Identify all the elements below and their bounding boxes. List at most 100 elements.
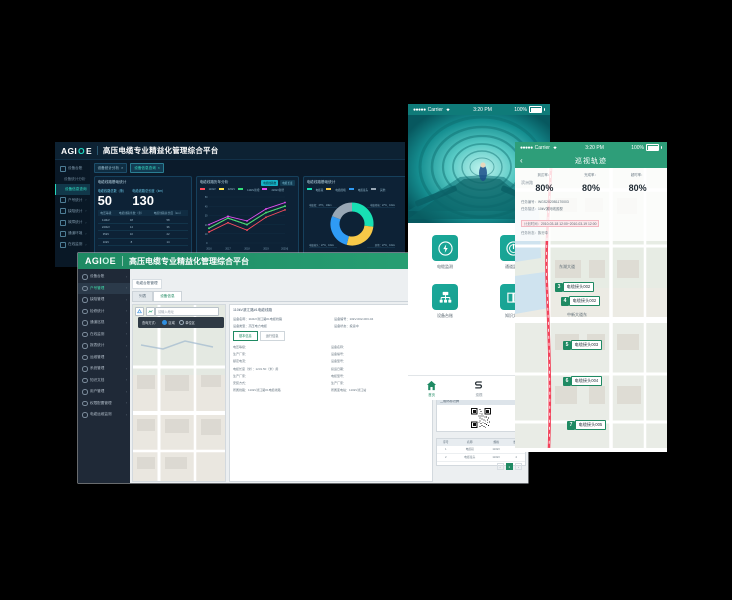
content-tab-0[interactable]: 列表	[132, 290, 154, 301]
line-chart-button-0[interactable]: 电缆线路数	[261, 180, 279, 186]
menu-dot-icon	[82, 354, 88, 360]
map-marker-number-2: 5	[563, 340, 571, 350]
clock-label-2: 3:20 PM	[585, 144, 604, 151]
breadcrumb[interactable]: 电缆台账管理	[132, 278, 162, 289]
map-pane[interactable]: 请输入地址 查询方式： 区域 单位区	[132, 303, 226, 482]
detail-kv-0-1: 设备编号：10kV-002-003-04	[334, 316, 374, 321]
light-sidebar-item-3[interactable]: 检修统计 ‹	[78, 306, 130, 318]
chevron-right-icon: ›	[85, 209, 87, 214]
kpi-block-0: 电缆线路总数（条） 50	[98, 188, 127, 207]
dashboard-sidebar-item-3[interactable]: 户号统计 ›	[55, 195, 90, 206]
dashboard-sidebar-label-3: 户号统计	[68, 197, 83, 202]
road-label-2: 滨洲路	[521, 180, 533, 185]
detail-tabs[interactable]: 基本信息 运行信息	[233, 330, 429, 341]
detail-kv-1-1: 设备状态：投运中	[334, 323, 359, 328]
dashboard-sidebar-item-5[interactable]: 故障统计 ›	[55, 217, 90, 228]
close-icon[interactable]: ×	[157, 166, 160, 170]
track-stat-label-2: 超时率：	[630, 173, 645, 177]
dashboard-sidebar-item-0[interactable]: 设备台账	[55, 163, 90, 174]
light-sidebar-item-8[interactable]: 系统管理 ‹	[78, 363, 130, 375]
light-sidebar-item-7[interactable]: 运维管理 ‹	[78, 352, 130, 364]
svg-text:0: 0	[206, 242, 208, 245]
map-marker-4[interactable]: 7 电缆接头005	[567, 420, 607, 430]
battery-percent: 100%	[514, 106, 527, 113]
dashboard-sidebar-item-6[interactable]: 通道环境 ›	[55, 228, 90, 239]
dashboard-main: 设备统计分析 × 设备信息查询 × 电缆线路基础统计 电缆线路总数（条） 50 电缆线路总…	[90, 160, 405, 267]
detail-tab-1[interactable]: 运行信息	[259, 330, 285, 341]
map-search-input[interactable]: 请输入地址	[155, 306, 219, 316]
donut-legend-label-2: 电缆接头	[357, 189, 369, 192]
light-sidebar-item-5[interactable]: 在线监测 ‹	[78, 329, 130, 341]
map-query-mode-bar[interactable]: 查询方式： 区域 单位区	[138, 316, 224, 328]
table-pager[interactable]: ‹ 1 ›	[437, 462, 525, 472]
detail-tab-0[interactable]: 基本信息	[233, 330, 258, 341]
dashboard-sidebar-item-4[interactable]: 缺陷统计 ›	[55, 206, 90, 217]
light-sidebar-item-10[interactable]: 用户管理 ‹	[78, 386, 130, 398]
chevron-right-icon: ›	[85, 231, 87, 236]
track-stat-value-1: 80%	[582, 183, 601, 193]
detail-fields: 电压等级： 设备名称： 生产厂家： 设备编号： 额定电流： 设备型号： 电缆长度（米）：12…	[233, 344, 429, 394]
kpi-value-0: 50	[97, 193, 113, 208]
dashboard-tab-1[interactable]: 设备信息查询 ×	[130, 163, 164, 173]
components-cell-1-1: 电缆接头	[454, 453, 485, 462]
detail-kv-0-0: 设备名称：110kV滨江路#1电缆线路	[233, 316, 283, 321]
home-icon	[427, 380, 437, 390]
brand-logo: AGI O E	[61, 146, 92, 156]
chevron-right-icon: ‹	[125, 286, 127, 291]
legend-swatch-0	[199, 188, 205, 190]
table-row: 10kV 8 14	[97, 238, 188, 246]
track-stat-label-0: 到达率：	[537, 173, 552, 177]
map-marker-0[interactable]: 3 电缆接头002	[555, 282, 595, 292]
kpi-label-1: 电缆线路总长度（km）	[132, 189, 166, 193]
light-sidebar-label-3: 检修统计	[90, 308, 105, 313]
track-row-3: 任务状态：执行中	[521, 230, 661, 235]
map-marker-3[interactable]: 6 电缆接头004	[563, 376, 603, 386]
chevron-right-icon: ‹	[125, 389, 127, 394]
content-tab-1[interactable]: 设备信息	[153, 290, 182, 301]
tab-patrol-label: 巡视	[475, 392, 483, 397]
light-sidebar-item-12[interactable]: 电缆运维监测 ‹	[78, 409, 130, 421]
dashboard-sidebar-item-1[interactable]: 设备统计分析	[55, 174, 90, 184]
tab-patrol[interactable]: 巡视	[455, 376, 502, 400]
line-chart-title: 电缆线路历年分析	[199, 180, 229, 184]
home-tile-2[interactable]: 设备台账	[422, 284, 468, 319]
home-tile-0[interactable]: 电缆监测	[422, 235, 468, 270]
line-chart-button-1[interactable]: 电缆长度	[280, 180, 295, 186]
chevron-right-icon: ‹	[125, 274, 127, 279]
track-map[interactable]: 到达率： 80% 完成率： 80% 超时率： 80% 任务编号：WGS2020B11700…	[515, 168, 667, 448]
back-button[interactable]: ‹	[520, 155, 523, 165]
battery-group: 100%	[514, 106, 545, 113]
dashboard-cards: 电缆线路基础统计 电缆线路总数（条） 50 电缆线路总长度（km） 130 电压等级电…	[93, 176, 405, 260]
light-sidebar-item-11[interactable]: 权限配置管理 ‹	[78, 398, 130, 410]
map-marker-1[interactable]: 4 电缆接头002	[561, 296, 601, 306]
mode-option-0[interactable]: 区域	[161, 319, 175, 325]
light-sidebar-item-9[interactable]: 知识文档 ‹	[78, 375, 130, 387]
polyline-icon[interactable]	[145, 306, 155, 316]
dashboard-tab-0[interactable]: 设备统计分析 ×	[93, 163, 128, 173]
table-row: 220kV 14 36	[97, 223, 188, 232]
mode-option-1[interactable]: 单位区	[178, 319, 195, 325]
dashboard-sidebar-item-7[interactable]: 在线监测 ›	[55, 239, 90, 250]
detail-field-9: 电缆型号：	[331, 373, 347, 378]
tab-home[interactable]: 首页	[408, 376, 455, 400]
kpi-values: 电缆线路总数（条） 50 电缆线路总长度（km） 130	[98, 188, 188, 207]
map-marker-2[interactable]: 5 电缆接头003	[563, 340, 603, 350]
polygon-icon[interactable]	[135, 306, 144, 316]
menu-dot-icon	[82, 285, 88, 291]
track-detail-rows: 任务编号：WGS2020B1170003 任务描述：10kV滨河线巡视 计划时间：2…	[521, 199, 661, 235]
components-cell-0-2: 110kV	[484, 445, 508, 454]
light-sidebar-item-4[interactable]: 通道巡视 ‹	[78, 317, 130, 329]
light-sidebar-item-1[interactable]: 户号管理 ‹	[78, 282, 130, 294]
line-chart-buttons[interactable]: 电缆线路数 电缆长度	[261, 180, 295, 186]
detail-kv-row-0: 设备名称：110kV滨江路#1电缆线路 设备编号：10kV-002-003-04	[233, 316, 429, 321]
light-sidebar-item-6[interactable]: 报表统计 ‹	[78, 340, 130, 352]
pager-button-2[interactable]: ›	[515, 463, 522, 470]
pager-button-0[interactable]: ‹	[496, 463, 504, 470]
light-sidebar-label-8: 系统管理	[90, 366, 105, 371]
light-sidebar-item-2[interactable]: 缺陷管理 ‹	[78, 294, 130, 306]
kpi-table: 电压等级 电缆线路条数（条） 电缆线路总长度（km） 110kV 18 58 220kV 1…	[97, 210, 188, 246]
close-icon[interactable]: ×	[121, 166, 124, 170]
pager-button-1[interactable]: 1	[505, 463, 514, 470]
light-sidebar-item-0[interactable]: 设备台账 ‹	[78, 271, 130, 283]
dashboard-sidebar-item-2[interactable]: 设备信息查询	[55, 184, 90, 195]
